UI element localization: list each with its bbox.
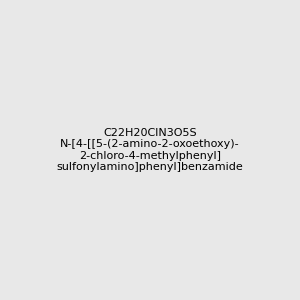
Text: C22H20ClN3O5S
N-[4-[[5-(2-amino-2-oxoethoxy)-
2-chloro-4-methylphenyl]
sulfonyla: C22H20ClN3O5S N-[4-[[5-(2-amino-2-oxoeth… bbox=[57, 128, 243, 172]
